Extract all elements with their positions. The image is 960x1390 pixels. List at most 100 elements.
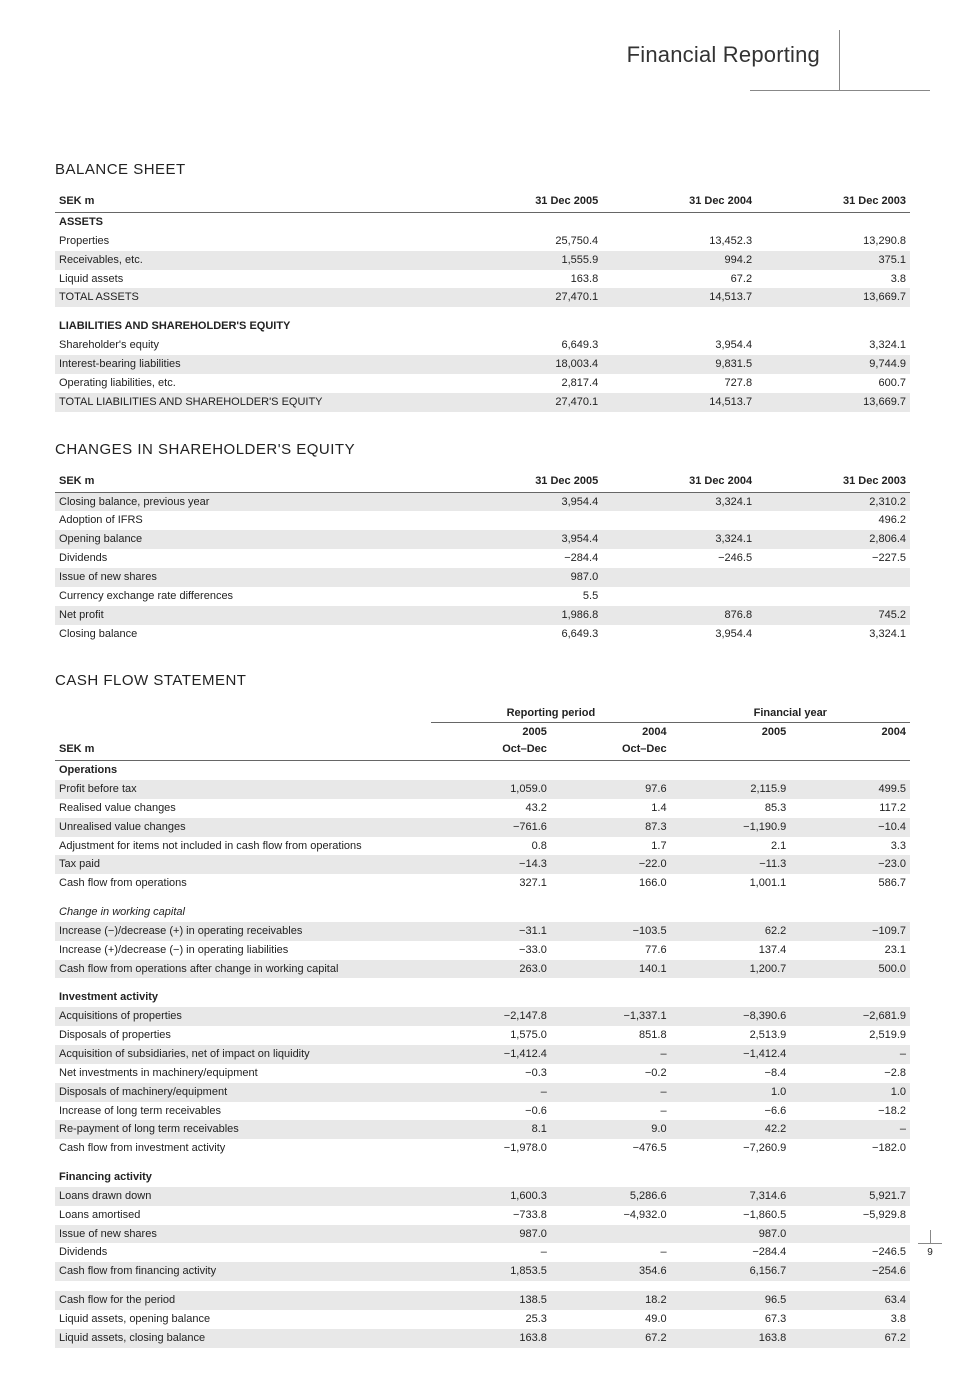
table-row: Dividends––−284.4−246.5 (55, 1243, 910, 1262)
row-label: Receivables, etc. (55, 251, 448, 270)
liabilities-label: LIABILITIES AND SHAREHOLDER'S EQUITY (55, 317, 448, 336)
row-val: 3,954.4 (602, 625, 756, 644)
table-row: Closing balance6,649.33,954.43,324.1 (55, 625, 910, 644)
row-val: 5.5 (448, 587, 602, 606)
subsection-row: ASSETS (55, 213, 910, 232)
table-row: Adoption of IFRS496.2 (55, 511, 910, 530)
row-label: Cash flow from operations after change i… (55, 960, 431, 979)
row-val: 166.0 (551, 874, 671, 893)
row-val: −8,390.6 (671, 1007, 791, 1026)
row-val: 0.8 (431, 837, 551, 856)
row-label: Liquid assets, opening balance (55, 1310, 431, 1329)
row-val: 49.0 (551, 1310, 671, 1329)
row-val: −761.6 (431, 818, 551, 837)
page-number-ornament: 9 (918, 1230, 942, 1260)
row-val: 3,954.4 (602, 336, 756, 355)
table-row: Realised value changes43.21.485.3117.2 (55, 799, 910, 818)
row-label: Acquisition of subsidiaries, net of impa… (55, 1045, 431, 1064)
subsection-row: Change in working capital (55, 903, 910, 922)
row-val: 3.3 (790, 837, 910, 856)
row-val: 14,513.7 (602, 393, 756, 412)
table-row: Tax paid−14.3−22.0−11.3−23.0 (55, 855, 910, 874)
row-val: 7,314.6 (671, 1187, 791, 1206)
table-row: Increase of long term receivables−0.6–−6… (55, 1102, 910, 1121)
row-val (551, 1225, 671, 1244)
row-val: 13,290.8 (756, 232, 910, 251)
page-header: Financial Reporting (55, 30, 910, 100)
row-val: 3,324.1 (756, 336, 910, 355)
table-row: Properties25,750.413,452.313,290.8 (55, 232, 910, 251)
page-title: Financial Reporting (627, 40, 820, 70)
table-row: Shareholder's equity6,649.33,954.43,324.… (55, 336, 910, 355)
row-val: 42.2 (671, 1120, 791, 1139)
row-val: 1,555.9 (448, 251, 602, 270)
table-header-row: SEK m 31 Dec 2005 31 Dec 2004 31 Dec 200… (55, 192, 910, 212)
row-val: 2,817.4 (448, 374, 602, 393)
row-val: 1,001.1 (671, 874, 791, 893)
section-title-balance-sheet: BALANCE SHEET (55, 160, 910, 180)
row-val: −14.3 (431, 855, 551, 874)
row-val: 8.1 (431, 1120, 551, 1139)
row-val: 77.6 (551, 941, 671, 960)
row-val: −1,190.9 (671, 818, 791, 837)
row-val: 586.7 (790, 874, 910, 893)
row-val: −4,932.0 (551, 1206, 671, 1225)
row-val: 13,669.7 (756, 393, 910, 412)
row-val: 27,470.1 (448, 288, 602, 307)
table-header-row-2: SEK m Oct–Dec Oct–Dec (55, 740, 910, 760)
row-val: 163.8 (431, 1329, 551, 1348)
row-val: −0.6 (431, 1102, 551, 1121)
subsection-row: LIABILITIES AND SHAREHOLDER'S EQUITY (55, 317, 910, 336)
page-number: 9 (918, 1246, 942, 1260)
row-val: 137.4 (671, 941, 791, 960)
row-label: Increase (+)/decrease (−) in operating l… (55, 941, 431, 960)
row-val: −1,337.1 (551, 1007, 671, 1026)
row-val: −254.6 (790, 1262, 910, 1281)
table-header-row: SEK m 31 Dec 2005 31 Dec 2004 31 Dec 200… (55, 472, 910, 492)
row-val: −182.0 (790, 1139, 910, 1158)
table-row: Closing balance, previous year3,954.43,3… (55, 492, 910, 511)
balance-sheet-table: SEK m 31 Dec 2005 31 Dec 2004 31 Dec 200… (55, 192, 910, 411)
row-label: Adoption of IFRS (55, 511, 448, 530)
row-label: Loans amortised (55, 1206, 431, 1225)
table-row: Interest-bearing liabilities18,003.49,83… (55, 355, 910, 374)
row-val: −109.7 (790, 922, 910, 941)
row-val: – (551, 1045, 671, 1064)
table-row: Currency exchange rate differences5.5 (55, 587, 910, 606)
subsection-row: Financing activity (55, 1168, 910, 1187)
row-val: −2,681.9 (790, 1007, 910, 1026)
row-label: Adjustment for items not included in cas… (55, 837, 431, 856)
hdr-cell (671, 740, 791, 760)
table-row: Liquid assets, closing balance163.867.21… (55, 1329, 910, 1348)
row-val: 87.3 (551, 818, 671, 837)
row-val: 25,750.4 (448, 232, 602, 251)
row-label: Dividends (55, 1243, 431, 1262)
row-val: 67.2 (551, 1329, 671, 1348)
row-val: 987.0 (671, 1225, 791, 1244)
row-val: −6.6 (671, 1102, 791, 1121)
row-val: 18.2 (551, 1291, 671, 1310)
row-val: 3,324.1 (602, 492, 756, 511)
row-val: −246.5 (790, 1243, 910, 1262)
row-label: Increase (−)/decrease (+) in operating r… (55, 922, 431, 941)
row-val: 1,200.7 (671, 960, 791, 979)
row-label: Cash flow from operations (55, 874, 431, 893)
table-row: Cash flow from investment activity−1,978… (55, 1139, 910, 1158)
row-val: 9,744.9 (756, 355, 910, 374)
row-val (790, 1225, 910, 1244)
subsection-label: Investment activity (55, 988, 431, 1007)
row-val: 6,156.7 (671, 1262, 791, 1281)
hdr-col: 31 Dec 2005 (448, 472, 602, 492)
hdr-cell: 2005 (431, 723, 551, 740)
subsection-row: Operations (55, 761, 910, 780)
row-val: 6,649.3 (448, 336, 602, 355)
row-label: Shareholder's equity (55, 336, 448, 355)
row-val: 138.5 (431, 1291, 551, 1310)
row-label: Liquid assets, closing balance (55, 1329, 431, 1348)
row-val: – (551, 1102, 671, 1121)
row-label: Issue of new shares (55, 1225, 431, 1244)
total-liabilities-row: TOTAL LIABILITIES AND SHAREHOLDER'S EQUI… (55, 393, 910, 412)
table-row: Operating liabilities, etc.2,817.4727.86… (55, 374, 910, 393)
table-row: Net profit1,986.8876.8745.2 (55, 606, 910, 625)
row-label: Profit before tax (55, 780, 431, 799)
